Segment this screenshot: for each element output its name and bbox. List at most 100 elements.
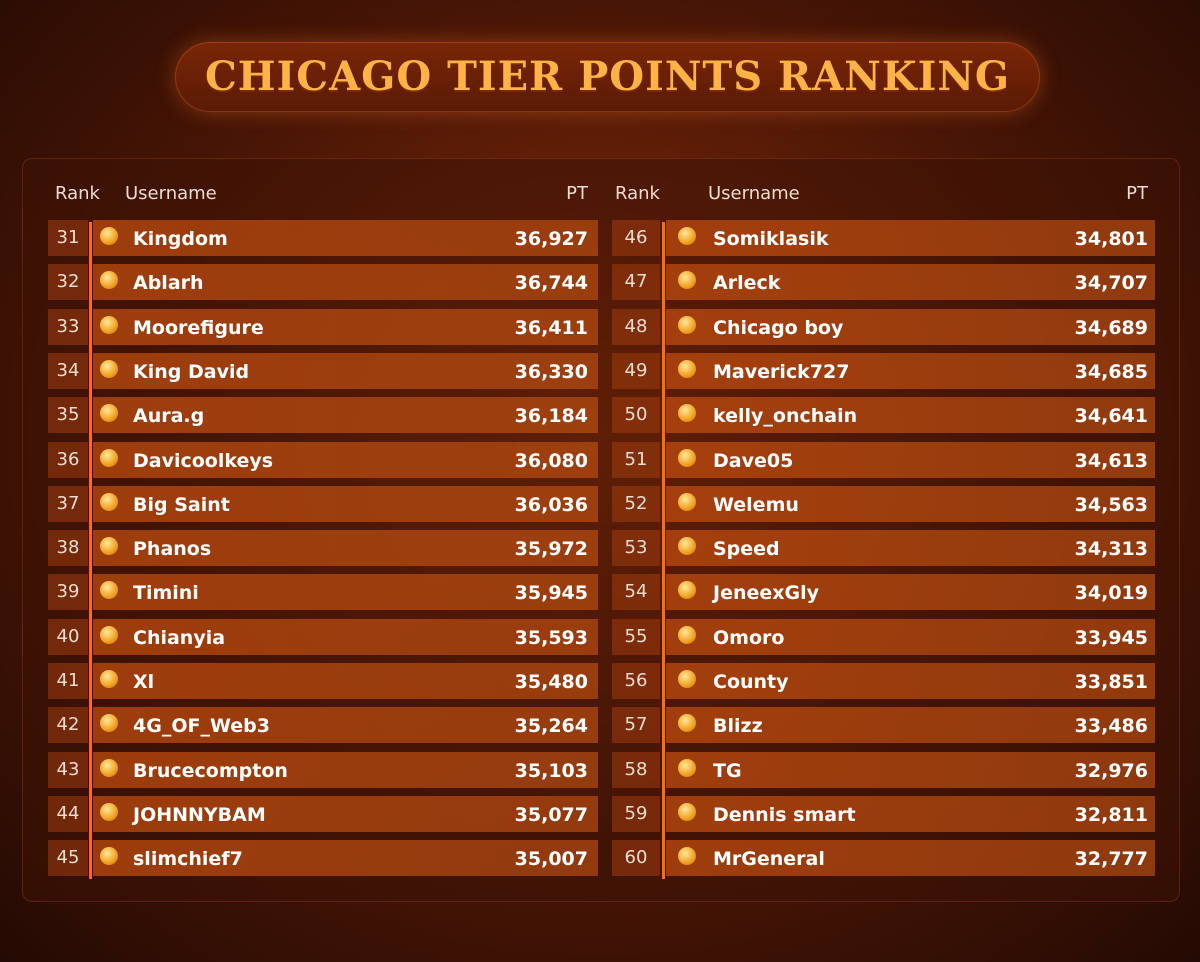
row-background	[666, 840, 1155, 877]
username: Xl	[133, 671, 155, 693]
row-background	[93, 352, 598, 389]
rank-cell: 41	[48, 663, 88, 699]
points: 35,593	[514, 626, 588, 649]
row-background	[666, 220, 1155, 256]
points: 34,613	[1074, 449, 1148, 472]
points: 33,851	[1074, 671, 1148, 693]
username: King David	[133, 360, 250, 383]
username: Timini	[133, 582, 199, 605]
rank-cell: 51	[612, 441, 660, 478]
row-background	[666, 618, 1155, 655]
username: JeneexGly	[713, 582, 820, 605]
username: kelly_onchain	[713, 405, 858, 428]
rank-cell: 55	[612, 618, 660, 655]
coin-icon	[678, 315, 696, 334]
rank-cell: 56	[612, 663, 660, 699]
row-background	[93, 264, 598, 301]
row-background	[93, 574, 598, 611]
rank-cell: 37	[48, 485, 88, 522]
coin-icon	[678, 847, 696, 866]
coin-icon	[100, 714, 118, 733]
points: 35,480	[514, 671, 588, 693]
row-background	[93, 663, 598, 699]
points: 34,313	[1074, 538, 1148, 561]
username: slimchief7	[133, 848, 243, 871]
coin-icon	[100, 537, 118, 556]
row-background	[666, 574, 1155, 611]
username: Brucecompton	[133, 759, 288, 782]
row-background	[93, 441, 598, 478]
rank-cell: 52	[612, 485, 660, 522]
username: Chicago boy	[713, 316, 844, 339]
points: 34,019	[1074, 582, 1148, 605]
coin-icon	[100, 492, 118, 511]
coin-icon	[678, 448, 696, 467]
points: 36,411	[514, 316, 588, 339]
username: Arleck	[713, 272, 781, 295]
rank-cell: 60	[612, 840, 660, 877]
row-background	[666, 751, 1155, 788]
coin-icon	[100, 758, 118, 777]
header-username: Username	[125, 183, 217, 204]
points: 36,184	[514, 405, 588, 428]
rank-cell: 53	[612, 530, 660, 567]
points: 35,077	[514, 803, 588, 826]
username: 4G_OF_Web3	[133, 715, 270, 738]
coin-icon	[678, 670, 696, 688]
row-background	[93, 397, 598, 434]
rank-cell: 45	[48, 840, 88, 877]
rank-cell: 47	[612, 264, 660, 301]
coin-icon	[678, 537, 696, 556]
row-background	[666, 397, 1155, 434]
rank-cell: 46	[612, 220, 660, 256]
points: 36,744	[514, 272, 588, 295]
username: Omoro	[713, 626, 785, 649]
coin-icon	[100, 448, 118, 467]
row-background	[93, 220, 598, 256]
username: Moorefigure	[133, 316, 264, 339]
username: Ablarh	[133, 272, 204, 295]
coin-icon	[100, 802, 118, 821]
row-background	[666, 663, 1155, 699]
rank-cell: 38	[48, 530, 88, 567]
username: County	[713, 671, 789, 693]
row-background	[93, 530, 598, 567]
points: 36,036	[514, 493, 588, 516]
username: Speed	[713, 538, 780, 561]
points: 32,811	[1074, 803, 1148, 826]
rank-cell: 32	[48, 264, 88, 301]
rank-cell: 48	[612, 308, 660, 345]
row-background	[666, 441, 1155, 478]
row-background	[93, 751, 598, 788]
coin-icon	[678, 802, 696, 821]
row-background	[93, 618, 598, 655]
points: 36,927	[514, 228, 588, 250]
rank-cell: 50	[612, 397, 660, 434]
points: 35,945	[514, 582, 588, 605]
rank-cell: 44	[48, 795, 88, 832]
rank-cell: 58	[612, 751, 660, 788]
coin-icon	[678, 404, 696, 423]
coin-icon	[678, 271, 696, 290]
header-pt: PT	[1126, 183, 1148, 204]
rank-cell: 36	[48, 441, 88, 478]
rank-cell: 59	[612, 795, 660, 832]
separator	[662, 222, 665, 879]
points: 36,080	[514, 449, 588, 472]
coin-icon	[678, 625, 696, 644]
title: CHICAGO TIER POINTS RANKING	[175, 42, 1040, 112]
row-background	[666, 352, 1155, 389]
points: 35,972	[514, 538, 588, 561]
points: 34,685	[1074, 360, 1148, 383]
points: 34,707	[1074, 272, 1148, 295]
rank-cell: 35	[48, 397, 88, 434]
row-background	[93, 795, 598, 832]
rank-cell: 54	[612, 574, 660, 611]
username: Somiklasik	[713, 228, 829, 250]
username: Kingdom	[133, 228, 228, 250]
rank-cell: 31	[48, 220, 88, 256]
header-pt: PT	[566, 183, 588, 204]
coin-icon	[100, 847, 118, 866]
coin-icon	[100, 670, 118, 688]
